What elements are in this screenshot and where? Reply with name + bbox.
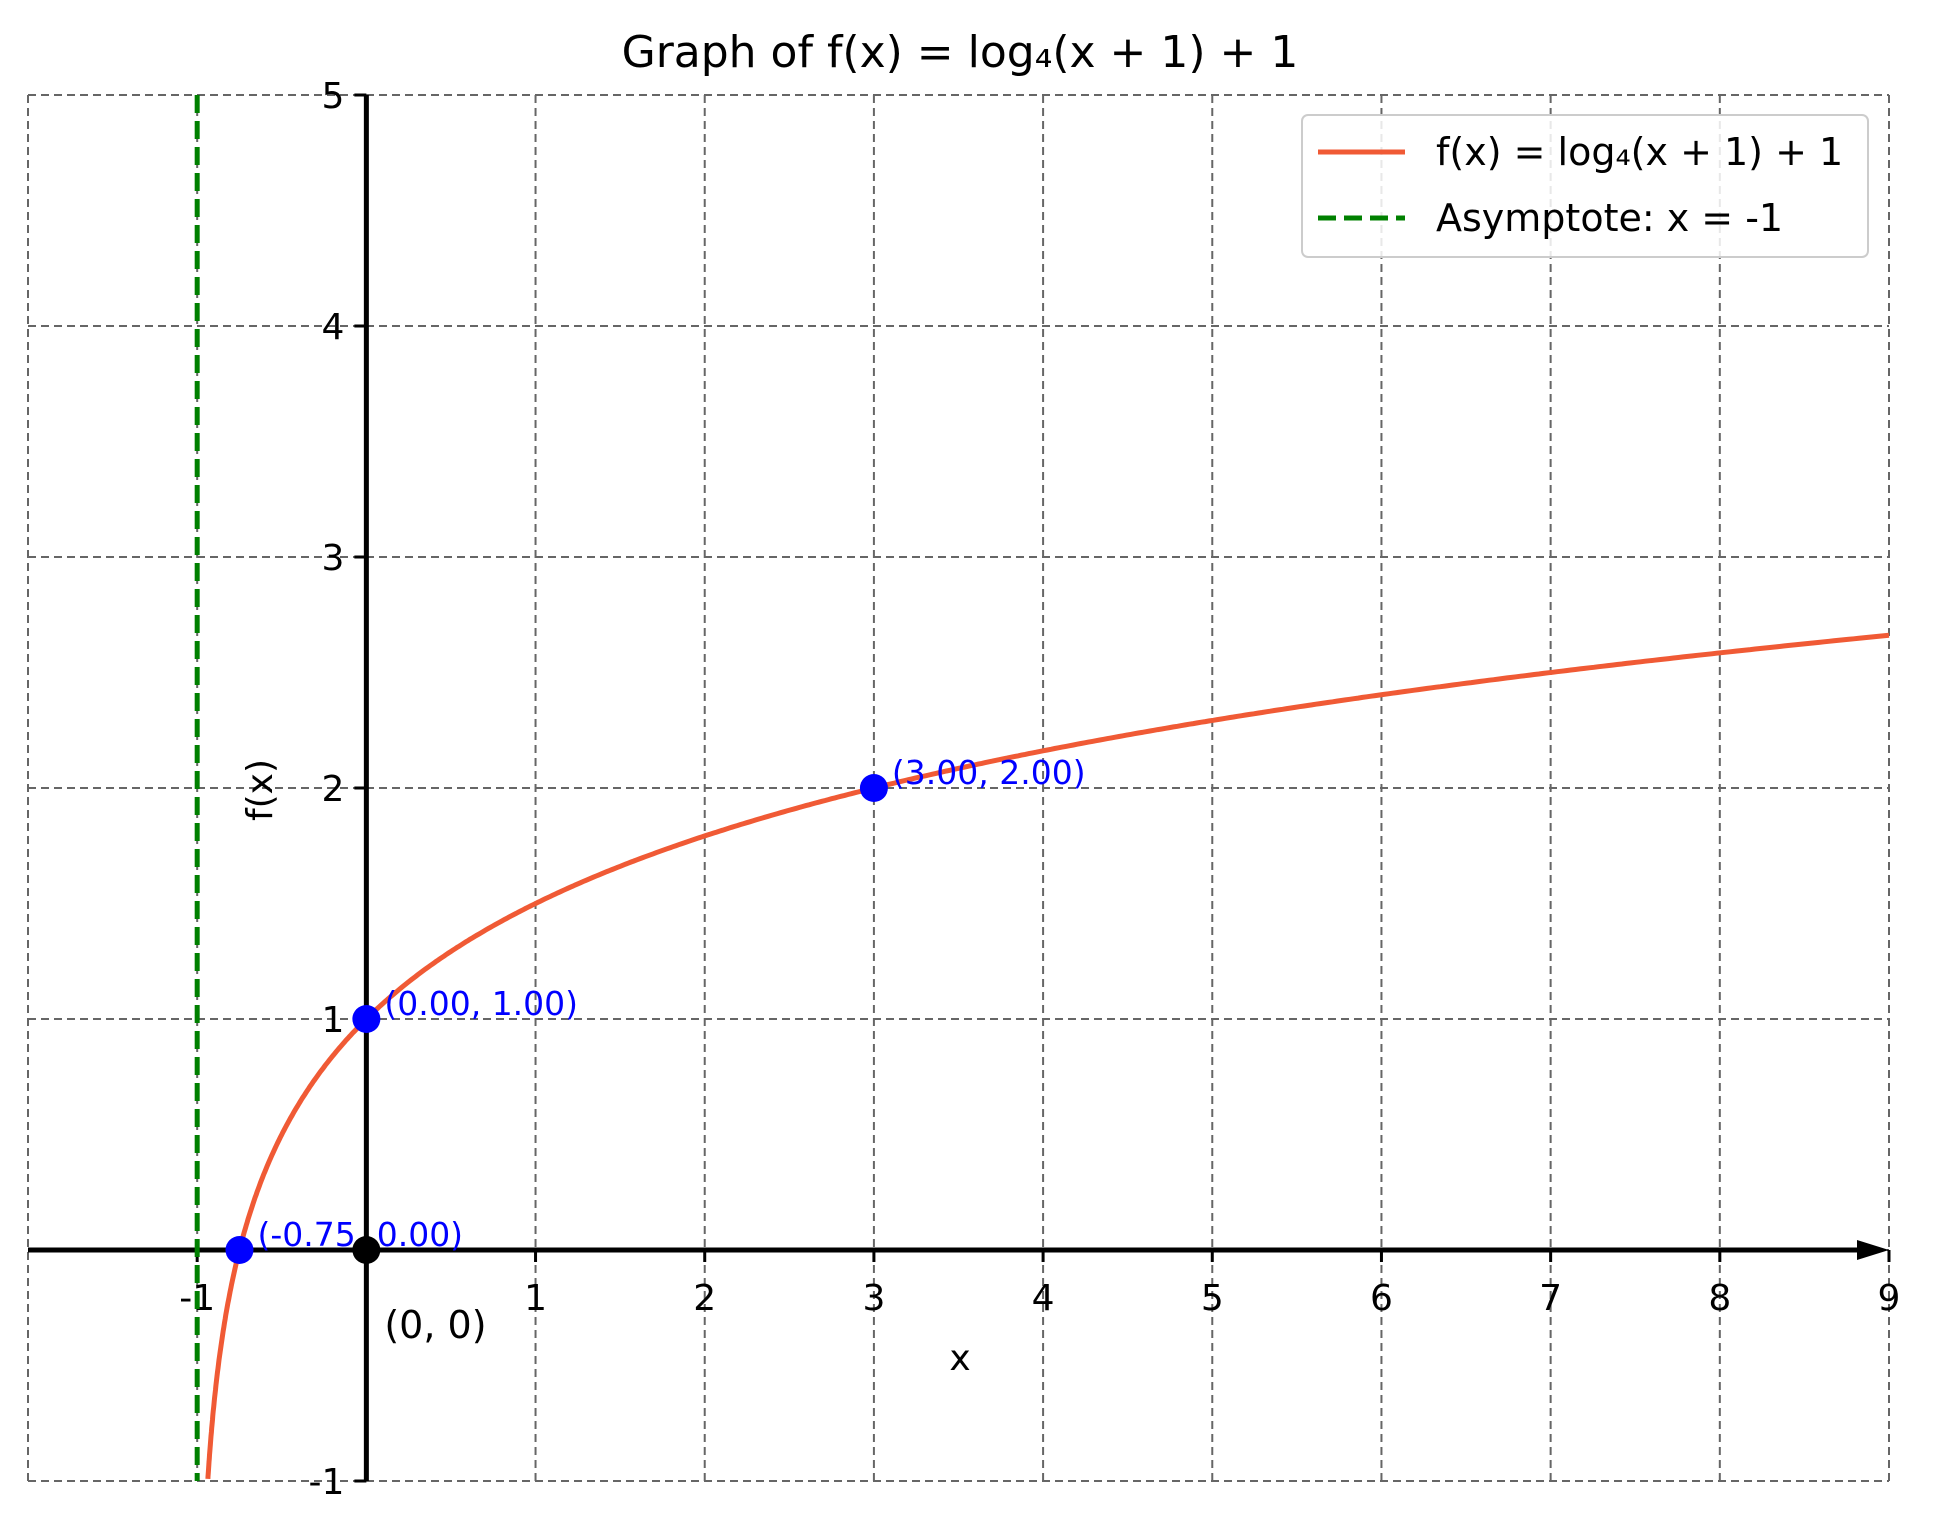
y-tick-label: 3 bbox=[321, 538, 344, 579]
x-tick-label: 5 bbox=[1201, 1278, 1224, 1319]
y-tick-label: -1 bbox=[308, 1462, 344, 1503]
x-tick-label: 7 bbox=[1539, 1278, 1562, 1319]
x-tick-label: 4 bbox=[1032, 1278, 1055, 1319]
data-point bbox=[352, 1005, 381, 1033]
x-tick-label: 9 bbox=[1878, 1278, 1901, 1319]
data-point bbox=[859, 774, 888, 802]
y-tick-label: 2 bbox=[321, 769, 344, 810]
x-axis-arrow-icon bbox=[1857, 1240, 1889, 1260]
data-point bbox=[225, 1236, 254, 1264]
data-point bbox=[352, 1236, 381, 1264]
chart-title: Graph of f(x) = log₄(x + 1) + 1 bbox=[622, 27, 1299, 78]
data-point-label: (0, 0) bbox=[384, 1303, 486, 1347]
legend-label-asymptote: Asymptote: x = -1 bbox=[1436, 196, 1783, 240]
legend-label-curve: f(x) = log₄(x + 1) + 1 bbox=[1436, 130, 1843, 174]
y-tick-label: 4 bbox=[321, 307, 344, 348]
legend-box bbox=[1301, 114, 1869, 258]
x-tick-label: 8 bbox=[1708, 1278, 1731, 1319]
y-axis-label: f(x) bbox=[240, 759, 281, 821]
x-tick-label: 1 bbox=[524, 1278, 547, 1319]
legend: f(x) = log₄(x + 1) + 1 Asymptote: x = -1 bbox=[1301, 114, 1869, 258]
function-curve bbox=[205, 632, 1890, 1480]
x-tick-label: 2 bbox=[693, 1278, 716, 1319]
x-tick-label: 3 bbox=[862, 1278, 885, 1319]
data-point-label: (3.00, 2.00) bbox=[892, 753, 1086, 792]
x-axis-label: x bbox=[949, 1338, 970, 1379]
series bbox=[194, 95, 1890, 1481]
data-point-label: (0.00, 1.00) bbox=[384, 984, 578, 1023]
y-tick-label: 1 bbox=[321, 1000, 344, 1041]
y-tick-label: 5 bbox=[321, 76, 344, 117]
x-tick-label: 6 bbox=[1370, 1278, 1393, 1319]
points: (-0.75, 0.00)(0.00, 1.00)(3.00, 2.00)(0,… bbox=[225, 753, 1086, 1347]
